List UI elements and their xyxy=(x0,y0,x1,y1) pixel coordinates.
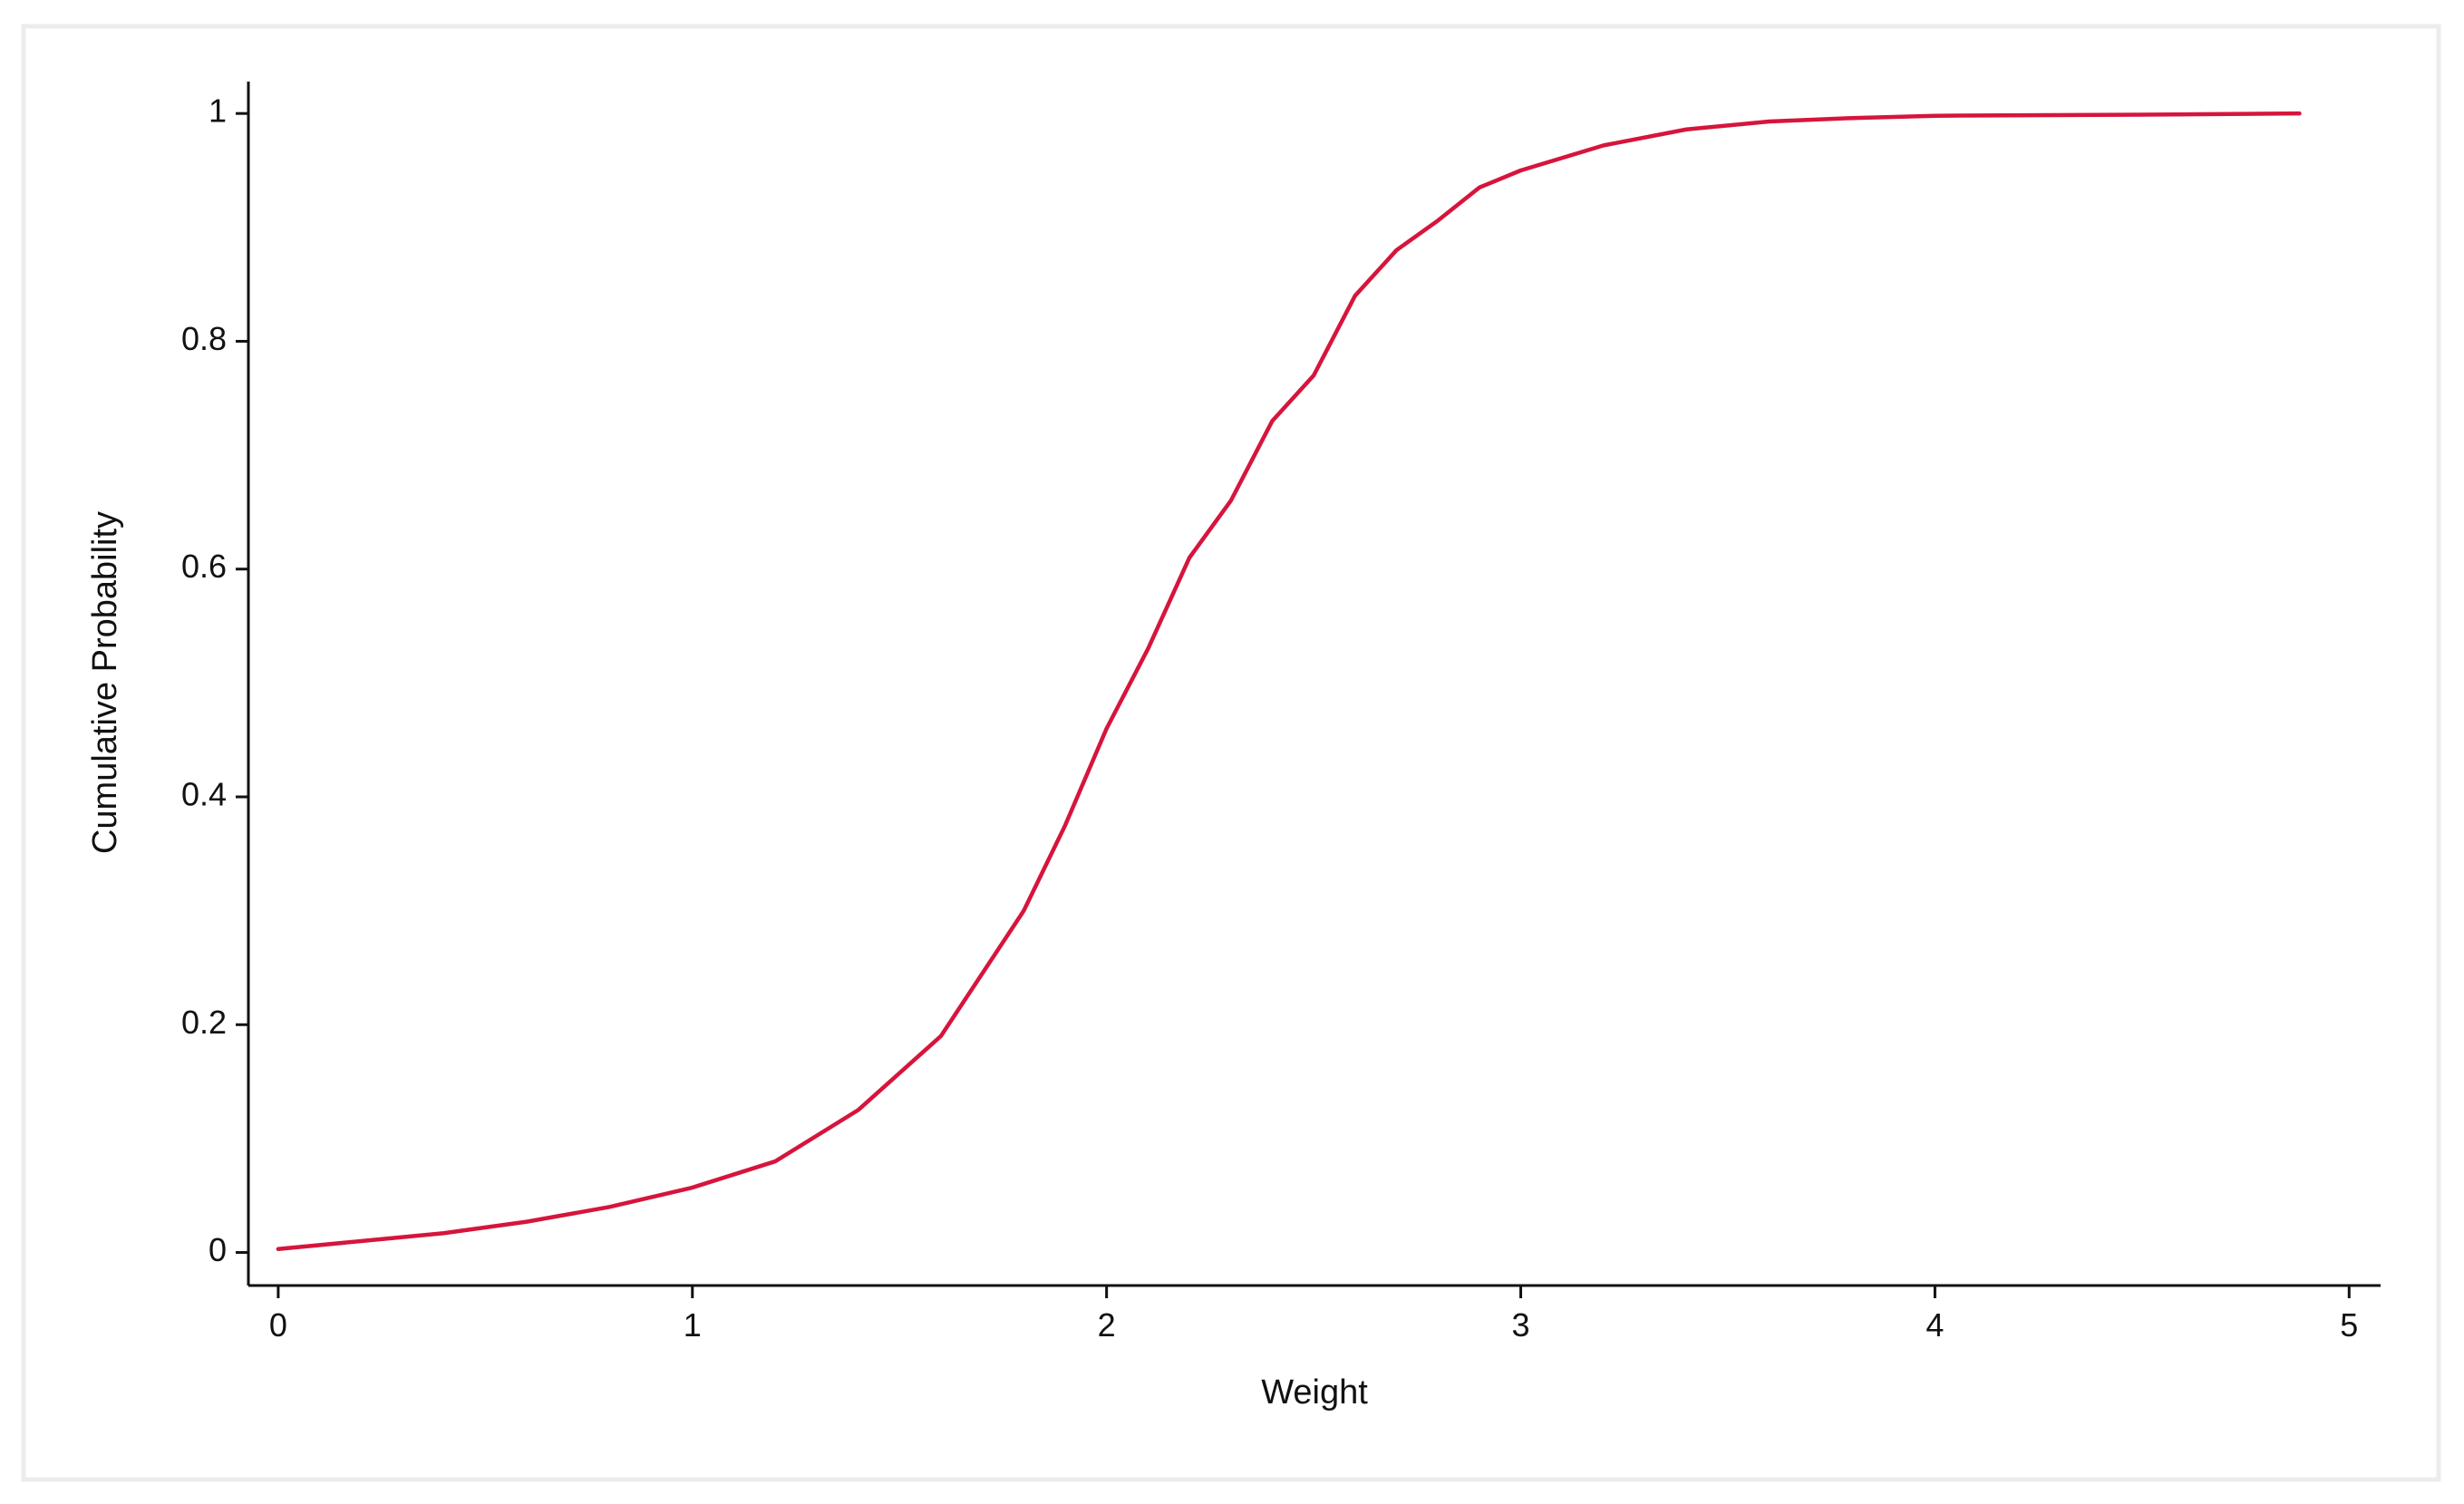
y-tick-label: 1 xyxy=(209,92,227,130)
x-tick-label: 4 xyxy=(1926,1306,1944,1344)
x-axis-title: Weight xyxy=(1261,1373,1368,1412)
y-tick-label: 0.8 xyxy=(181,320,227,357)
y-tick-label: 0.4 xyxy=(181,776,227,813)
cdf-line xyxy=(276,111,2302,1252)
x-tick-label: 5 xyxy=(2340,1306,2358,1344)
x-tick-label: 0 xyxy=(269,1306,287,1344)
y-tick-label: 0 xyxy=(209,1231,227,1268)
frame xyxy=(21,24,2441,1482)
x-tick-label: 1 xyxy=(684,1306,702,1344)
x-tick-label: 2 xyxy=(1098,1306,1116,1344)
y-axis-title: Cumulative Probability xyxy=(86,511,124,854)
x-tick-label: 3 xyxy=(1512,1306,1530,1344)
y-tick-label: 0.2 xyxy=(181,1004,227,1041)
y-tick-label: 0.6 xyxy=(181,548,227,585)
